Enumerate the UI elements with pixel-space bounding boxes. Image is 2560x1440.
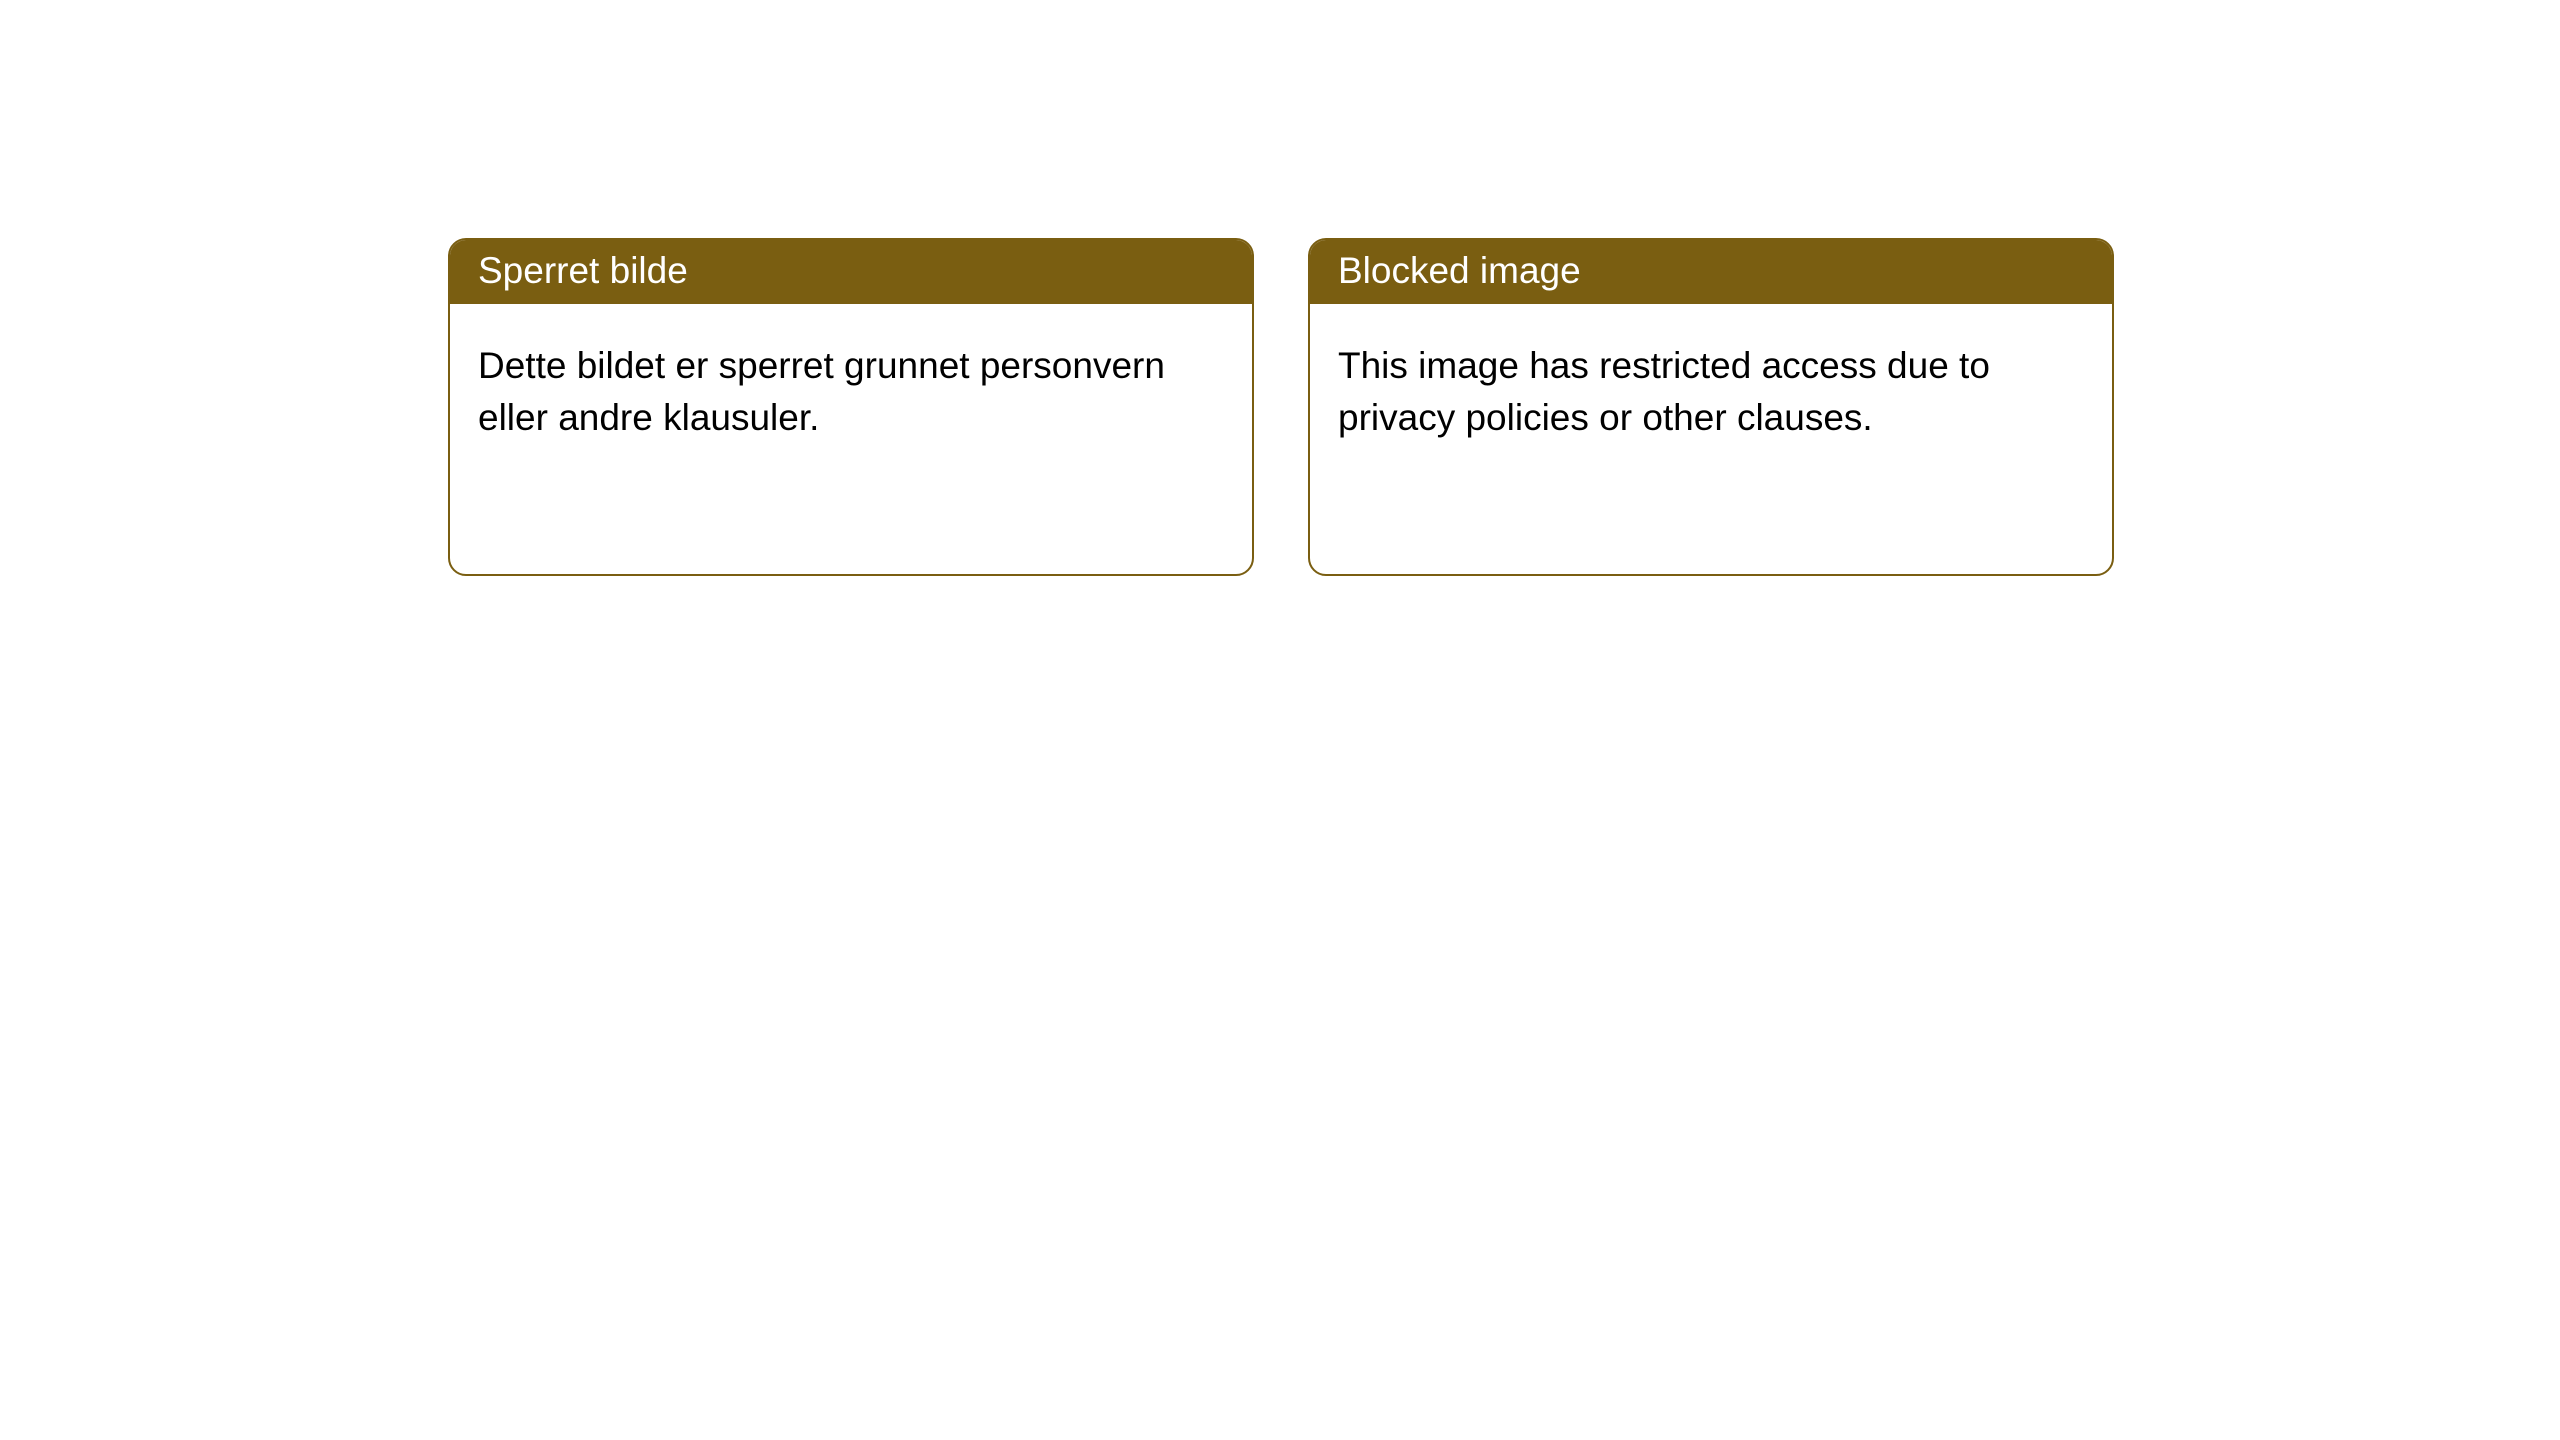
card-header: Blocked image [1310, 240, 2112, 304]
card-body: Dette bildet er sperret grunnet personve… [450, 304, 1252, 574]
card-container: Sperret bilde Dette bildet er sperret gr… [0, 0, 2560, 576]
card-header-text: Sperret bilde [478, 250, 688, 291]
card-body: This image has restricted access due to … [1310, 304, 2112, 574]
blocked-image-card-no: Sperret bilde Dette bildet er sperret gr… [448, 238, 1254, 576]
card-body-text: Dette bildet er sperret grunnet personve… [478, 345, 1165, 438]
card-body-text: This image has restricted access due to … [1338, 345, 1990, 438]
card-header: Sperret bilde [450, 240, 1252, 304]
card-header-text: Blocked image [1338, 250, 1581, 291]
blocked-image-card-en: Blocked image This image has restricted … [1308, 238, 2114, 576]
